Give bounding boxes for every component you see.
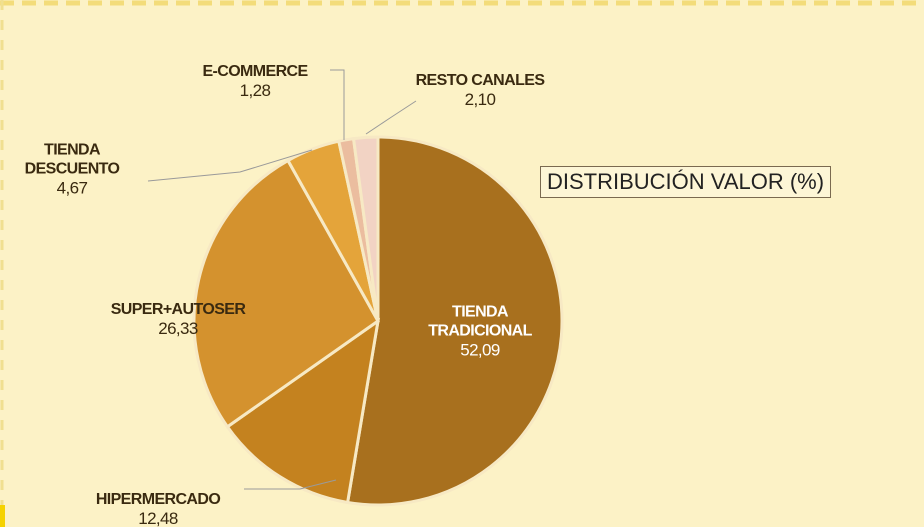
value-label: 52,09	[460, 340, 500, 360]
value-label: 2,10	[464, 90, 496, 109]
value-label: 26,33	[158, 319, 198, 338]
leader-line	[244, 479, 337, 490]
value-label: 1,28	[239, 81, 271, 100]
value-label: 4,67	[56, 178, 88, 198]
chart-title: DISTRIBUCIÓN VALOR (%)	[540, 166, 832, 198]
leader-line	[365, 100, 417, 135]
leader-line	[330, 69, 345, 140]
category-name: SUPER+AUTOSER	[110, 301, 246, 318]
category-name: TIENDA DESCUENTO	[24, 141, 120, 178]
pie-slice	[192, 158, 380, 429]
slice-label: RESTO CANALES 2,10	[395, 71, 565, 109]
leader-line	[147, 149, 313, 182]
category-name: HIPERMERCADO	[95, 491, 221, 508]
value-label: 12,48	[138, 509, 178, 527]
pie-slice	[345, 135, 564, 507]
category-name: RESTO CANALES	[415, 72, 545, 89]
slice-label: TIENDA DESCUENTO 4,67	[17, 141, 127, 198]
slice-label: SUPER+AUTOSER 26,33	[93, 300, 263, 338]
pie-slice	[225, 317, 381, 505]
category-name: E-COMMERCE	[202, 63, 308, 80]
category-name: TIENDA TRADICIONAL	[428, 303, 532, 340]
left-accent	[0, 505, 5, 527]
slice-label: TIENDA TRADICIONAL 52,09	[415, 303, 545, 360]
slice-label: E-COMMERCE 1,28	[170, 62, 340, 100]
slice-label: HIPERMERCADO 12,48	[73, 490, 243, 527]
pie-slice	[351, 135, 380, 322]
